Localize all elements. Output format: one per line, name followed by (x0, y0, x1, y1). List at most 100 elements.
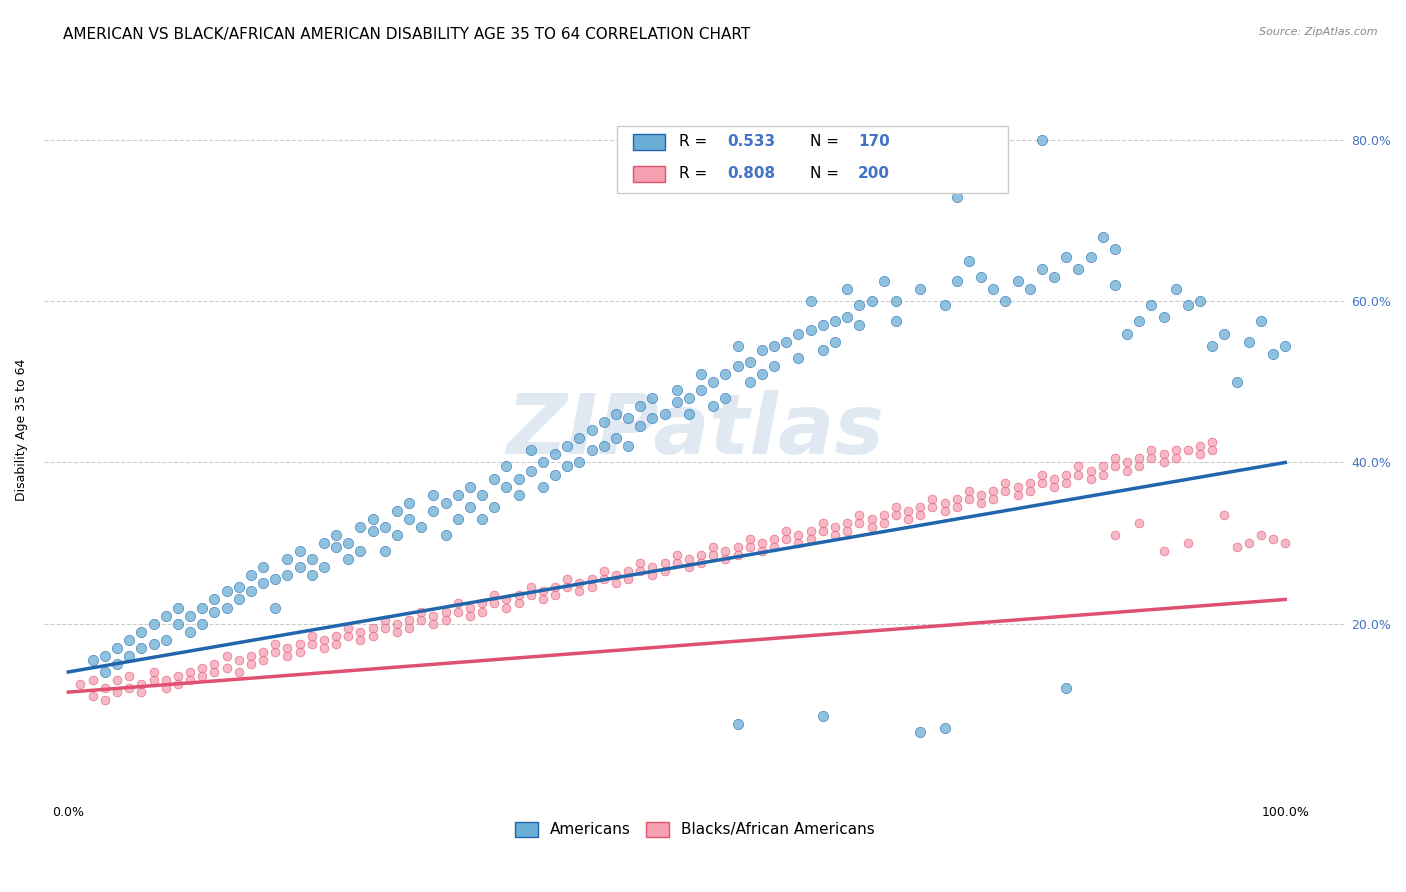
Point (763, 532, 786, 546)
Point (447, 512, 470, 526)
Point (118, 648, 141, 663)
Point (301, 552, 323, 566)
Point (1153, 447, 1175, 461)
Point (1140, 443, 1163, 458)
Point (1164, 451, 1187, 466)
Point (519, 580, 541, 594)
Point (1116, 326, 1139, 341)
Point (555, 439, 578, 453)
Point (751, 544, 773, 558)
Point (215, 648, 238, 663)
Point (970, 496, 993, 510)
Point (191, 600, 214, 615)
Point (1164, 443, 1187, 458)
Point (1189, 447, 1212, 461)
Point (288, 544, 311, 558)
Point (824, 528, 846, 542)
Point (228, 653, 250, 667)
Point (568, 431, 591, 445)
Point (970, 488, 993, 502)
Point (1054, 467, 1077, 482)
Point (82, 689, 104, 703)
Point (641, 411, 664, 425)
Point (166, 669, 188, 683)
Text: AMERICAN VS BLACK/AFRICAN AMERICAN DISABILITY AGE 35 TO 64 CORRELATION CHART: AMERICAN VS BLACK/AFRICAN AMERICAN DISAB… (63, 27, 751, 42)
Point (1007, 480, 1029, 494)
Point (787, 528, 810, 542)
Point (385, 504, 408, 518)
Point (981, 483, 1004, 498)
Point (508, 488, 530, 502)
Point (1031, 133, 1053, 147)
Point (349, 632, 371, 647)
Point (1031, 475, 1053, 490)
Point (1250, 528, 1272, 542)
Text: 0.533: 0.533 (728, 134, 776, 149)
Point (288, 560, 311, 574)
Point (751, 367, 773, 381)
Point (654, 564, 676, 578)
Text: 170: 170 (858, 134, 890, 149)
Point (385, 616, 408, 631)
Point (702, 548, 724, 562)
Point (617, 439, 640, 453)
Point (1140, 298, 1163, 312)
Point (690, 556, 713, 570)
Point (484, 597, 506, 611)
Point (495, 480, 517, 494)
Point (166, 677, 188, 691)
Point (385, 528, 408, 542)
Point (738, 375, 761, 389)
Point (665, 383, 688, 397)
Point (471, 597, 494, 611)
Point (592, 415, 614, 429)
Legend: Americans, Blacks/African Americans: Americans, Blacks/African Americans (508, 814, 883, 845)
Point (349, 624, 371, 639)
Point (349, 544, 371, 558)
Point (763, 359, 786, 373)
Point (908, 282, 931, 296)
Point (1250, 314, 1272, 328)
Point (1128, 314, 1150, 328)
Text: R =: R = (679, 166, 713, 181)
Point (215, 584, 238, 599)
Point (239, 584, 262, 599)
Point (800, 524, 823, 538)
Point (568, 584, 591, 599)
Point (471, 488, 494, 502)
Point (824, 334, 846, 349)
Point (581, 423, 603, 437)
Point (787, 536, 810, 550)
Point (714, 367, 737, 381)
Point (945, 189, 967, 203)
Point (1177, 443, 1199, 458)
Point (434, 613, 457, 627)
Point (179, 673, 201, 687)
Point (276, 552, 298, 566)
Point (897, 512, 920, 526)
Point (605, 576, 627, 591)
Point (921, 500, 943, 514)
Point (555, 572, 578, 586)
Point (568, 455, 591, 469)
Point (1104, 451, 1126, 466)
Point (981, 282, 1004, 296)
Point (592, 564, 614, 578)
Point (202, 665, 225, 679)
Point (1018, 475, 1040, 490)
Point (411, 520, 433, 534)
Point (873, 516, 896, 530)
Point (191, 661, 214, 675)
Point (1031, 467, 1053, 482)
Point (592, 439, 614, 453)
Point (981, 491, 1004, 506)
Point (897, 504, 920, 518)
Point (1091, 467, 1114, 482)
Point (495, 592, 517, 607)
Point (727, 717, 749, 731)
Point (654, 556, 676, 570)
Point (727, 359, 749, 373)
Point (1128, 516, 1150, 530)
Point (1067, 459, 1090, 474)
Point (605, 568, 627, 582)
